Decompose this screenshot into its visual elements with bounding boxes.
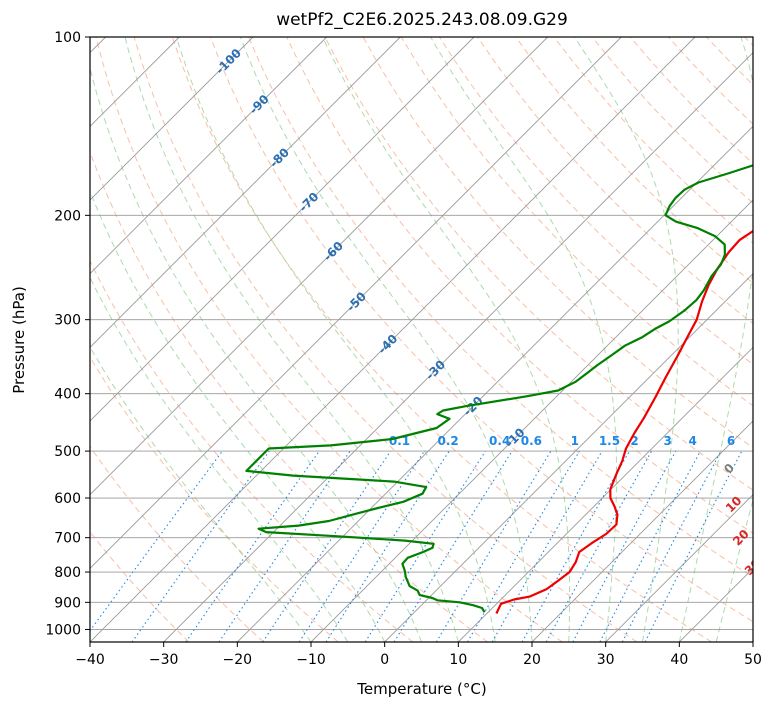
x-axis-label: Temperature (°C) bbox=[356, 680, 486, 698]
dry-adiabat-line bbox=[668, 37, 775, 642]
dewpoint-profile-line bbox=[246, 37, 775, 612]
dry-adiabat-line bbox=[20, 37, 413, 642]
y-tick-label: 700 bbox=[54, 531, 81, 547]
sounding-series-layer bbox=[246, 37, 775, 614]
x-tick-label: 20 bbox=[523, 652, 541, 668]
y-tick-label: 400 bbox=[54, 387, 81, 403]
moist-adiabat-line bbox=[679, 37, 760, 642]
moist-adiabat-line bbox=[323, 37, 570, 642]
y-tick-label: 600 bbox=[54, 491, 81, 507]
dry-adiabat-line bbox=[439, 37, 775, 642]
y-tick-label: 1000 bbox=[45, 622, 81, 638]
y-axis-label: Pressure (hPa) bbox=[10, 286, 28, 394]
isotherm-line bbox=[753, 37, 775, 642]
x-tick-label: 40 bbox=[670, 652, 688, 668]
temperature-profile-line bbox=[496, 37, 775, 614]
mixing-ratio-label: 0.2 bbox=[437, 434, 458, 448]
mixing-ratio-line bbox=[394, 451, 512, 642]
moist-adiabat-label: 0 bbox=[721, 461, 737, 477]
dry-adiabat-line bbox=[0, 37, 189, 642]
isotherm-line bbox=[606, 37, 775, 642]
x-tick-label: −40 bbox=[75, 652, 105, 668]
moist-adiabat-line bbox=[0, 37, 311, 642]
mixing-ratio-label: 4 bbox=[689, 434, 697, 448]
isotherm-line bbox=[458, 37, 775, 642]
dry-adiabat-line bbox=[707, 37, 775, 642]
dry-adiabat-line bbox=[554, 37, 775, 642]
isotherm-line bbox=[0, 37, 253, 642]
moist-adiabat-line bbox=[17, 37, 348, 642]
moist-adiabat-line bbox=[716, 37, 775, 642]
y-tick-label: 800 bbox=[54, 565, 81, 581]
dry-adiabat-line bbox=[0, 37, 338, 642]
x-tick-label: −10 bbox=[296, 652, 326, 668]
y-tick-label: 100 bbox=[54, 30, 81, 46]
mixing-ratio-line bbox=[365, 451, 485, 642]
x-tick-label: 0 bbox=[380, 652, 389, 668]
mixing-ratio-line bbox=[132, 451, 269, 642]
moist-adiabat-label: 10 bbox=[723, 494, 745, 516]
y-tick-label: 200 bbox=[54, 208, 81, 224]
y-tick-label: 300 bbox=[54, 313, 81, 329]
mixing-ratio-label: 1.5 bbox=[599, 434, 620, 448]
isotherm-line bbox=[0, 37, 327, 642]
x-tick-label: 30 bbox=[597, 652, 615, 668]
x-tick-label: −30 bbox=[149, 652, 179, 668]
mixing-ratio-line bbox=[645, 451, 742, 642]
plot-frame bbox=[90, 37, 753, 642]
x-tick-label: 50 bbox=[744, 652, 762, 668]
mixing-ratio-line bbox=[82, 451, 223, 642]
chart-title: wetPf2_C2E6.2025.243.08.09.G29 bbox=[276, 10, 568, 30]
moist-adiabat-label: 20 bbox=[730, 527, 752, 549]
dry-adiabat-line bbox=[592, 37, 775, 642]
mixing-ratio-label: 8 bbox=[756, 434, 764, 448]
isotherm-line bbox=[0, 37, 548, 642]
dry-adiabat-line bbox=[745, 37, 775, 642]
mixing-ratio-label: 3 bbox=[663, 434, 671, 448]
y-tick-label: 900 bbox=[54, 595, 81, 611]
moist-adiabat-line bbox=[125, 37, 458, 642]
mixing-ratio-line bbox=[468, 451, 580, 642]
isotherm-line bbox=[0, 37, 474, 642]
moist-adiabat-label: 40 bbox=[759, 581, 775, 603]
mixing-ratio-label: 6 bbox=[727, 434, 735, 448]
dry-adiabat-line bbox=[211, 37, 775, 642]
line-label-layer: 0.10.20.40.611.52346810131620253036-100-… bbox=[213, 46, 775, 603]
isotherm-line bbox=[237, 37, 775, 642]
mixing-ratio-line bbox=[219, 451, 350, 642]
dry-adiabat-line bbox=[516, 37, 775, 642]
mixing-ratio-label: 1 bbox=[571, 434, 579, 448]
y-tick-label: 500 bbox=[54, 444, 81, 460]
moist-adiabat-line bbox=[176, 37, 495, 642]
isotherm-line bbox=[0, 37, 400, 642]
dry-adiabat-line bbox=[0, 37, 264, 642]
x-tick-label: 10 bbox=[449, 652, 467, 668]
moist-adiabat-line bbox=[575, 37, 679, 642]
isotherm-line bbox=[679, 37, 775, 642]
isotherm-line bbox=[16, 37, 621, 642]
x-tick-label: −20 bbox=[223, 652, 253, 668]
